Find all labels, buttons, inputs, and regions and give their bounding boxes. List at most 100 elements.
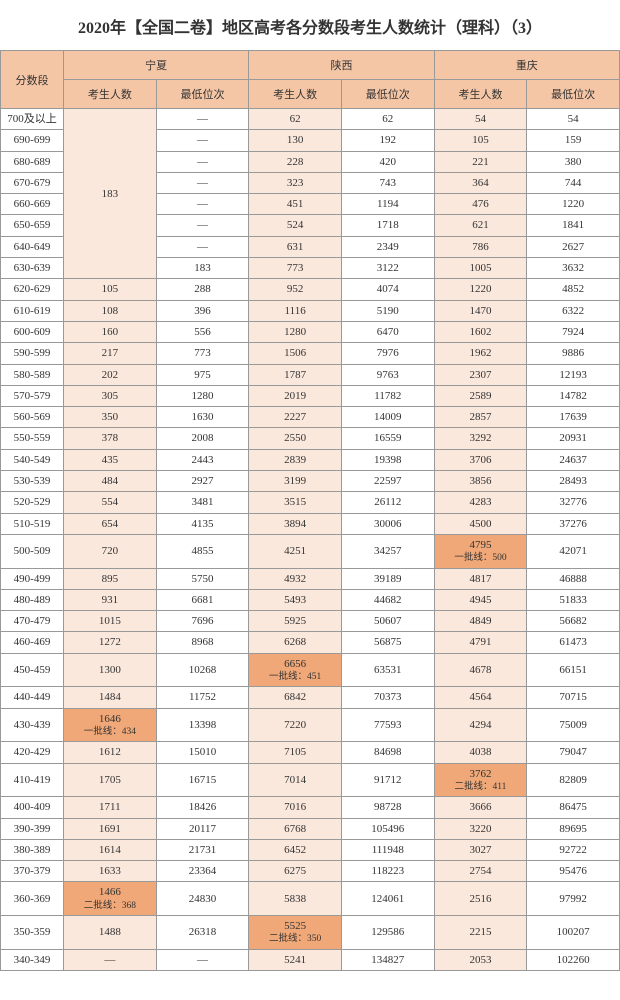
cell: 14782: [527, 385, 620, 406]
cell: 228: [249, 151, 342, 172]
col-sub: 最低位次: [341, 80, 434, 109]
cell: 1506: [249, 343, 342, 364]
col-sub: 考生人数: [249, 80, 342, 109]
table-row: 450-4591300102686656一批线：4516353146786615…: [1, 653, 620, 687]
cell: 7696: [156, 611, 249, 632]
cell: 124061: [341, 882, 434, 916]
cell: 380: [527, 151, 620, 172]
cell: 5190: [341, 300, 434, 321]
cell-score: 630-639: [1, 258, 64, 279]
cell: —: [156, 194, 249, 215]
cell: 631: [249, 236, 342, 257]
cell-score: 460-469: [1, 632, 64, 653]
cell: 130: [249, 130, 342, 151]
cell: 1300: [64, 653, 157, 687]
cell: 1280: [249, 321, 342, 342]
cell: 23364: [156, 861, 249, 882]
cell: 75009: [527, 708, 620, 742]
cell-score: 660-669: [1, 194, 64, 215]
cell: 160: [64, 321, 157, 342]
cell-score: 530-539: [1, 471, 64, 492]
cell: 134827: [341, 949, 434, 970]
cell: 5525二批线：350: [249, 916, 342, 950]
cell: 118223: [341, 861, 434, 882]
cell: 54: [434, 109, 527, 130]
cell: 7105: [249, 742, 342, 763]
cell: 1612: [64, 742, 157, 763]
cell: 70373: [341, 687, 434, 708]
cell: 11782: [341, 385, 434, 406]
cell: 6268: [249, 632, 342, 653]
cell: 743: [341, 172, 434, 193]
cell: 217: [64, 343, 157, 364]
table-row: 460-46912728968626856875479161473: [1, 632, 620, 653]
table-row: 440-449148411752684270373456470715: [1, 687, 620, 708]
cell: 420: [341, 151, 434, 172]
cell: 2215: [434, 916, 527, 950]
cell-score: 510-519: [1, 513, 64, 534]
cell-score: 540-549: [1, 449, 64, 470]
cell: 5838: [249, 882, 342, 916]
cell: 2349: [341, 236, 434, 257]
cell: 720: [64, 534, 157, 568]
cell-score: 570-579: [1, 385, 64, 406]
cell: 1841: [527, 215, 620, 236]
cell: 4074: [341, 279, 434, 300]
cell-score: 680-689: [1, 151, 64, 172]
table-row: 520-5295543481351526112428332776: [1, 492, 620, 513]
cell: 364: [434, 172, 527, 193]
cell: 2227: [249, 407, 342, 428]
table-row: 360-3691466二批线：3682483058381240612516979…: [1, 882, 620, 916]
cell: 22597: [341, 471, 434, 492]
col-region-0: 宁夏: [64, 51, 249, 80]
cell: 305: [64, 385, 157, 406]
cell: 13398: [156, 708, 249, 742]
cell: 37276: [527, 513, 620, 534]
col-region-2: 重庆: [434, 51, 619, 80]
cell: 16715: [156, 763, 249, 797]
table-row: 350-3591488263185525二批线：3501295862215100…: [1, 916, 620, 950]
cell: 773: [156, 343, 249, 364]
cell: 6322: [527, 300, 620, 321]
cell: 7924: [527, 321, 620, 342]
cell: 4500: [434, 513, 527, 534]
cell: 20931: [527, 428, 620, 449]
cell: 2927: [156, 471, 249, 492]
cell: 2516: [434, 882, 527, 916]
cell: 476: [434, 194, 527, 215]
cell-score: 470-479: [1, 611, 64, 632]
cell: 786: [434, 236, 527, 257]
cell: 3632: [527, 258, 620, 279]
cell: 111948: [341, 839, 434, 860]
cell: 2589: [434, 385, 527, 406]
table-row: 420-429161215010710584698403879047: [1, 742, 620, 763]
cell: 62: [249, 109, 342, 130]
table-row: 410-4191705167157014917123762二批线：4118280…: [1, 763, 620, 797]
cell: 10268: [156, 653, 249, 687]
cell: 3894: [249, 513, 342, 534]
cell: 100207: [527, 916, 620, 950]
table-header: 分数段 宁夏 陕西 重庆 考生人数最低位次考生人数最低位次考生人数最低位次: [1, 51, 620, 109]
score-table: 分数段 宁夏 陕西 重庆 考生人数最低位次考生人数最低位次考生人数最低位次 70…: [0, 50, 620, 971]
cell: 28493: [527, 471, 620, 492]
cell: 129586: [341, 916, 434, 950]
cell: 1116: [249, 300, 342, 321]
cell: 50607: [341, 611, 434, 632]
cell: 32776: [527, 492, 620, 513]
cell: 30006: [341, 513, 434, 534]
cell-score: 610-619: [1, 300, 64, 321]
cell: 34257: [341, 534, 434, 568]
cell: 378: [64, 428, 157, 449]
cell: 2857: [434, 407, 527, 428]
cell: 56682: [527, 611, 620, 632]
col-sub: 最低位次: [156, 80, 249, 109]
cell: 5241: [249, 949, 342, 970]
cell: 102260: [527, 949, 620, 970]
cell: 3666: [434, 797, 527, 818]
cell: 4251: [249, 534, 342, 568]
cell: 26318: [156, 916, 249, 950]
cell: 6842: [249, 687, 342, 708]
table-row: 580-58920297517879763230712193: [1, 364, 620, 385]
cell-score: 590-599: [1, 343, 64, 364]
cell: 744: [527, 172, 620, 193]
